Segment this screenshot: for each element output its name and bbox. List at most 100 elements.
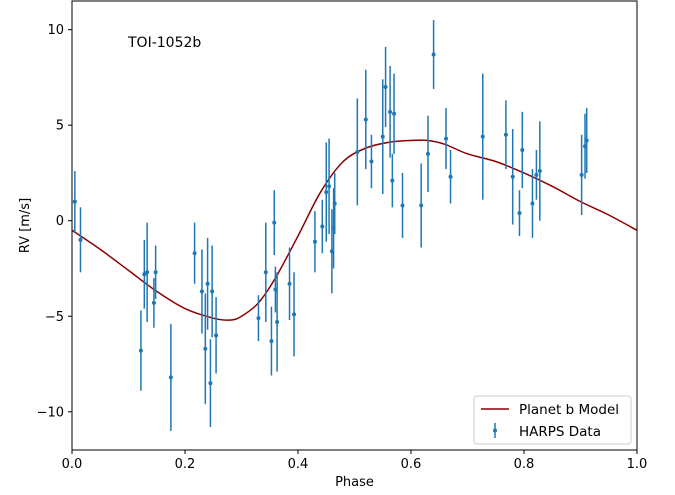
data-point (332, 172, 337, 235)
data-marker (510, 174, 515, 179)
data-point (292, 272, 297, 357)
data-point (151, 278, 156, 328)
data-marker (431, 52, 436, 57)
y-tick-label: 10 (47, 23, 64, 38)
data-marker (168, 375, 173, 380)
data-point (168, 323, 173, 431)
y-tick-label: −5 (45, 310, 64, 325)
data-point (510, 129, 515, 225)
legend-data-label: HARPS Data (519, 424, 601, 440)
data-marker (151, 300, 156, 305)
legend-data-swatch (493, 423, 497, 438)
data-marker (534, 172, 539, 177)
data-point (383, 46, 388, 128)
data-marker (203, 346, 208, 351)
data-point (203, 293, 208, 405)
x-tick-label: 0.0 (62, 457, 83, 472)
data-point (431, 20, 436, 89)
data-point (369, 134, 374, 189)
plot-frame (71, 0, 638, 451)
data-marker (530, 201, 535, 206)
data-marker (392, 111, 397, 116)
data-marker (275, 319, 280, 324)
data-marker (208, 381, 213, 386)
plot-border (71, 0, 638, 451)
data-point (142, 239, 147, 309)
data-marker (579, 172, 584, 177)
y-tick-label: −10 (37, 405, 64, 420)
data-marker (153, 270, 158, 275)
data-point (145, 222, 150, 322)
data-marker (419, 203, 424, 208)
data-point (355, 98, 360, 206)
data-point (208, 339, 213, 428)
x-tick-label: 0.2 (175, 457, 196, 472)
data-point (269, 306, 274, 376)
data-point (520, 111, 525, 189)
data-point (503, 100, 508, 170)
data-point (380, 79, 385, 194)
data-point (312, 211, 317, 273)
data-marker (332, 201, 337, 206)
data-point (272, 190, 277, 256)
data-point (390, 153, 395, 208)
data-marker (390, 178, 395, 183)
data-point (530, 169, 535, 238)
data-marker (363, 117, 368, 122)
data-marker (380, 134, 385, 139)
data-marker (145, 270, 150, 275)
data-marker (520, 148, 525, 153)
legend-marker (493, 428, 497, 433)
data-marker (327, 184, 332, 189)
data-marker (537, 169, 542, 174)
data-point (273, 266, 278, 313)
data-marker (369, 159, 374, 164)
data-marker (503, 132, 508, 137)
data-point (153, 245, 158, 300)
data-point (199, 249, 204, 334)
data-marker (584, 138, 589, 143)
data-marker (425, 151, 430, 156)
data-marker (210, 289, 215, 294)
y-tick-label: 0 (56, 214, 64, 229)
data-point (444, 107, 449, 170)
data-marker (388, 109, 393, 114)
data-marker (324, 190, 329, 195)
data-point (419, 163, 424, 248)
data-point (78, 207, 83, 273)
data-marker (444, 136, 449, 141)
data-marker (78, 237, 83, 242)
data-point (363, 69, 368, 170)
data-marker (383, 84, 388, 89)
data-point (263, 222, 268, 322)
data-point (256, 295, 261, 342)
data-point (579, 134, 584, 215)
data-marker (272, 220, 277, 225)
data-point (324, 142, 329, 242)
model-curve-layer (71, 139, 638, 321)
data-marker (263, 270, 268, 275)
data-point (480, 73, 485, 200)
data-point (205, 237, 210, 330)
data-point (534, 150, 539, 200)
data-marker (214, 333, 219, 338)
data-marker (517, 211, 522, 216)
data-marker (205, 281, 210, 286)
data-point (214, 297, 219, 374)
data-marker (269, 339, 274, 344)
data-point (537, 121, 542, 221)
data-marker (355, 149, 360, 154)
x-tick-label: 1.0 (627, 457, 648, 472)
data-point (425, 115, 430, 193)
legend: Planet b Model HARPS Data (473, 395, 632, 445)
data-point (392, 73, 397, 154)
data-point (138, 310, 143, 391)
data-marker (320, 224, 325, 229)
data-marker (400, 203, 405, 208)
data-marker (448, 174, 453, 179)
legend-box (473, 395, 632, 445)
y-axis-label: RV [m/s] (18, 198, 33, 253)
data-marker (480, 134, 485, 139)
data-marker (273, 287, 278, 292)
